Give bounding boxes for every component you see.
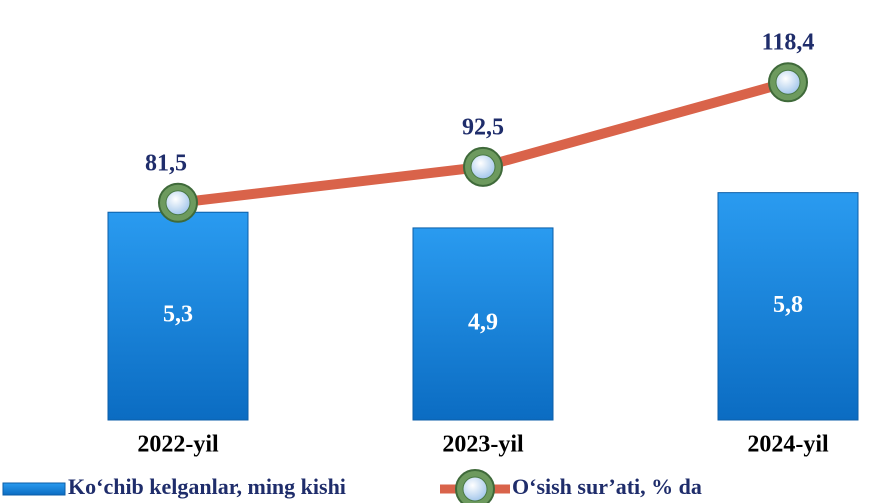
line-marker-inner <box>165 190 191 216</box>
line-value-label: 81,5 <box>145 150 187 176</box>
line-marker-inner <box>470 154 496 180</box>
bar <box>717 192 859 421</box>
legend-label: Ko‘chib kelganlar, ming kishi <box>68 474 346 499</box>
line-marker-inner <box>775 69 801 95</box>
legend-swatch <box>2 482 66 496</box>
bar-value-label: 5,3 <box>163 302 193 328</box>
bar-value-label: 5,8 <box>773 292 803 318</box>
x-tick-label: 2024-yil <box>747 432 829 458</box>
bar-value-label: 4,9 <box>468 309 498 335</box>
x-tick-label: 2023-yil <box>442 432 524 458</box>
legend-label: O‘sish sur’ati, % da <box>512 474 702 499</box>
legend-marker-inner <box>462 476 488 502</box>
bar <box>107 211 249 421</box>
x-tick-label: 2022-yil <box>137 432 219 458</box>
line-value-label: 92,5 <box>462 114 504 140</box>
bar <box>412 227 554 421</box>
line-value-label: 118,4 <box>762 30 815 56</box>
